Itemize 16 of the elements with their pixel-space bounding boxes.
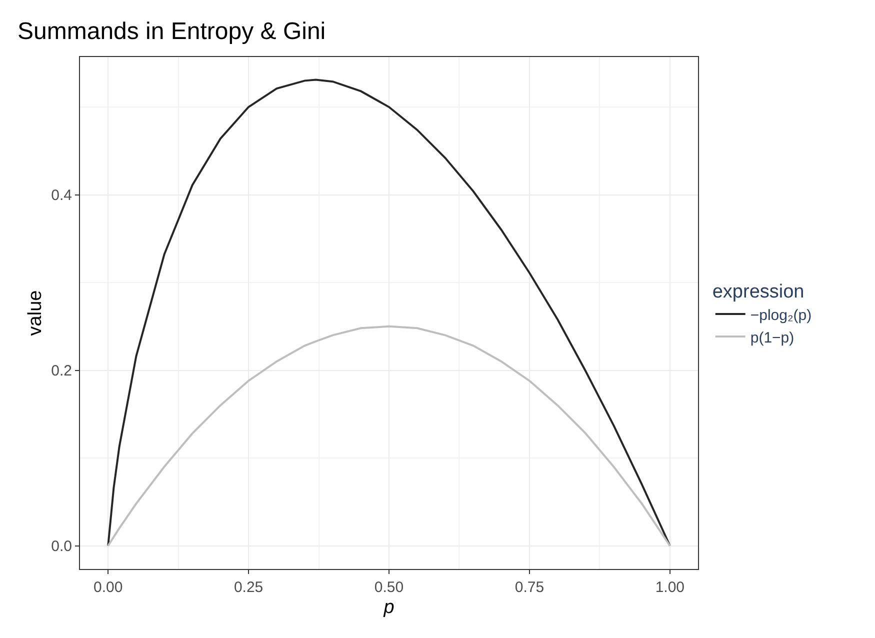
line-series [107, 78, 671, 547]
legend-label: p(1−p) [750, 329, 794, 346]
x-tick-label: 0.50 [374, 579, 404, 596]
x-tick-label: 0.75 [514, 579, 544, 596]
x-axis-title: p [382, 596, 394, 618]
x-tick-label: 0.00 [93, 579, 123, 596]
line-series [107, 325, 671, 547]
y-tick-label: 0.0 [51, 538, 72, 555]
legend-label: −plog₂(p) [750, 306, 812, 324]
x-tick-label: 0.25 [234, 579, 264, 596]
x-tick-label: 1.00 [655, 579, 685, 596]
y-tick-label: 0.4 [51, 187, 72, 204]
y-tick-label: 0.2 [51, 362, 72, 380]
legend-title: expression [712, 282, 804, 303]
y-axis-title: value [24, 290, 46, 336]
chart-title: Summands in Entropy & Gini [18, 18, 326, 46]
